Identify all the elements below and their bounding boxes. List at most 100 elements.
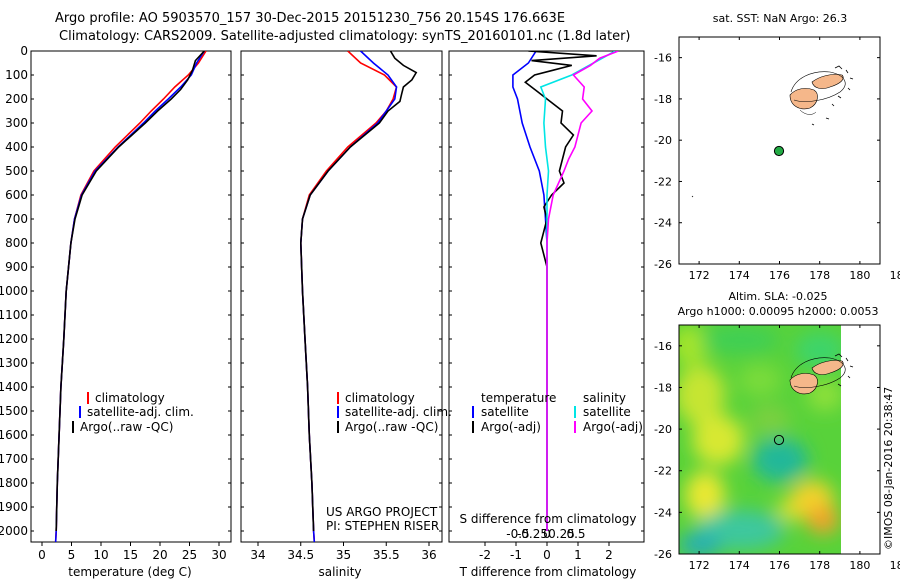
legend-s-satellite: satellite	[583, 405, 631, 419]
temperature-xlabel: temperature (deg C)	[68, 565, 191, 579]
map-x-tick-label: 178	[809, 559, 830, 572]
island-vanua-levu-2	[811, 360, 844, 375]
salinity-legend: climatology satellite-adj. clim. Argo(..…	[337, 391, 452, 434]
depth-tick-label: 1000	[0, 284, 28, 298]
credit-pi: PI: STEPHEN RISER	[326, 519, 439, 533]
map-y-tick-label: -24	[654, 217, 672, 230]
x-tick-label: 34	[250, 548, 265, 562]
depth-axis: 0 100 200 300 400 500 600 700 800 900 1000 1100 1200…	[0, 44, 28, 538]
reef-contour	[790, 71, 846, 102]
sla-map-title-2: Argo h1000: 0.00095 h2000: 0.0053	[678, 305, 879, 318]
s-tick-label: -0.5	[506, 527, 529, 541]
map-x-tick-label: 182	[890, 559, 900, 572]
salinity-xlabel: salinity	[318, 565, 361, 579]
depth-tick-label: 1200	[0, 332, 28, 346]
map-y-tick-label: -22	[654, 175, 672, 188]
x-tick-label: 30	[211, 548, 226, 562]
legend-argo: Argo(..raw -QC)	[345, 420, 438, 434]
depth-tick-label: 500	[5, 164, 28, 178]
map-x-tick-label: 178	[809, 269, 830, 282]
difference-series-line	[523, 51, 597, 531]
map-y-tick-label: -22	[654, 465, 672, 478]
salinity-series-line	[299, 51, 398, 542]
depth-tick-label: 0	[20, 44, 28, 58]
s-tick-label: 0.25	[548, 527, 575, 541]
depth-tick-label: 1900	[0, 500, 28, 514]
legend-climatology: climatology	[95, 391, 165, 405]
salinity-series-line	[299, 51, 418, 532]
x-tick-label: 34.5	[287, 548, 314, 562]
map-y-tick-label: -20	[654, 134, 672, 147]
salinity-panel: 34 34.5 35 35.5 36 salinity climatology sate…	[240, 50, 452, 579]
map-y-tick-label: -26	[654, 258, 672, 271]
difference-series-line	[546, 51, 619, 531]
map-y-tick-label: -26	[654, 548, 672, 561]
sst-map-axes: 172 174 176 178 180 182 -16 -18 -20 -22 -24 -26	[654, 37, 900, 282]
map-x-tick-label: 176	[769, 269, 790, 282]
depth-tick-label: 1700	[0, 452, 28, 466]
header-line-1: Argo profile: AO 5903570_157 30-Dec-2015…	[55, 11, 565, 26]
map-y-tick-label: -24	[654, 506, 672, 519]
s-difference-label: S difference from climatology	[460, 512, 637, 526]
temperature-legend: climatology satellite-adj. clim. Argo(..…	[72, 391, 194, 434]
temperature-series-line	[54, 51, 205, 542]
depth-tick-label: 100	[5, 68, 28, 82]
salinity-lines	[299, 51, 418, 542]
map-y-tick-label: -16	[654, 52, 672, 65]
legend-s-argo: Argo(-adj)	[583, 420, 643, 434]
argo-float-location-2	[773, 434, 785, 446]
sst-map-title: sat. SST: NaN Argo: 26.3	[713, 12, 847, 25]
salinity-series-line	[299, 51, 398, 542]
s-tick-label: 0.5	[566, 527, 585, 541]
difference-series-line	[512, 51, 548, 531]
island-viti-levu	[789, 88, 818, 110]
legend-t-argo: Argo(-adj)	[481, 420, 541, 434]
depth-tick-label: 1100	[0, 308, 28, 322]
temperature-panel: 0 5 10 15 20 25 30 temperature (deg C) climato…	[30, 50, 232, 579]
t-tick-label: -1	[510, 548, 522, 562]
depth-tick-label: 800	[5, 236, 28, 250]
temperature-series-line	[55, 51, 205, 532]
map-x-tick-label: 172	[689, 559, 710, 572]
t-tick-label: 0	[543, 548, 551, 562]
difference-series-line	[539, 51, 616, 531]
temperature-series-line	[54, 51, 207, 542]
x-tick-label: 35	[336, 548, 351, 562]
temperature-lines	[54, 51, 207, 542]
legend-climatology: climatology	[345, 391, 415, 405]
temperature-frame	[30, 50, 232, 543]
sla-no-data	[841, 325, 880, 554]
t-difference-xlabel: T difference from climatology	[459, 565, 637, 579]
x-tick-label: 36	[421, 548, 436, 562]
island-viti-levu-2	[789, 373, 818, 395]
map-x-tick-label: 180	[849, 269, 870, 282]
map-y-tick-label: -16	[654, 340, 672, 353]
depth-tick-label: 1400	[0, 380, 28, 394]
map-y-tick-label: -20	[654, 423, 672, 436]
legend-satellite: satellite-adj. clim.	[87, 405, 194, 419]
depth-tick-label: 200	[5, 92, 28, 106]
reef-contour-2	[790, 357, 846, 388]
map-x-tick-label: 174	[729, 269, 750, 282]
difference-legend: temperature satellite Argo(-adj) salinit…	[472, 391, 643, 434]
sst-map-land	[691, 65, 854, 198]
depth-tick-label: 1600	[0, 428, 28, 442]
legend-temperature-title: temperature	[481, 391, 556, 405]
x-tick-label: 0	[38, 548, 46, 562]
t-tick-label: 2	[605, 548, 613, 562]
header-line-2: Climatology: CARS2009. Satellite-adjuste…	[59, 29, 631, 44]
legend-satellite: satellite-adj. clim.	[345, 405, 452, 419]
imos-timestamp: ©IMOS 08-Jan-2016 20:38:47	[882, 387, 895, 550]
depth-tick-label: 1800	[0, 476, 28, 490]
small-islands	[691, 65, 854, 198]
depth-tick-label: 300	[5, 116, 28, 130]
sst-map: sat. SST: NaN Argo: 26.3 172 174 176 178 180…	[654, 12, 900, 282]
map-x-tick-label: 182	[890, 269, 900, 282]
t-tick-label: -2	[479, 548, 491, 562]
sla-field	[679, 325, 880, 554]
x-tick-label: 20	[152, 548, 167, 562]
map-x-tick-label: 176	[769, 559, 790, 572]
